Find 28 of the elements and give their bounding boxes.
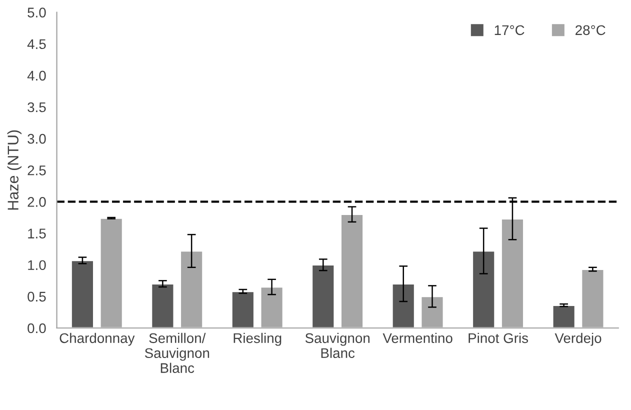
legend-label: 17°C — [494, 25, 524, 36]
y-tick-label: 3.0 — [28, 134, 46, 144]
y-axis-title: Haze (NTU) — [7, 130, 22, 210]
x-tick-label: Chardonnay — [60, 332, 135, 346]
x-tick-label: Sauvignon Blanc — [305, 332, 370, 358]
y-tick-label: 2.5 — [28, 165, 46, 176]
bar — [311, 264, 336, 328]
y-tick-label: 2.0 — [28, 197, 46, 207]
x-tick-label: Pinot Gris — [468, 332, 528, 344]
x-tick-label: Semillon/ Sauvignon Blanc — [144, 332, 210, 373]
bar — [391, 283, 416, 328]
y-tick-label: 0.0 — [28, 323, 46, 334]
bar — [230, 290, 255, 328]
bar — [472, 250, 496, 328]
legend-label: 28°C — [576, 25, 606, 36]
bar — [70, 260, 94, 328]
x-tick-label: Vermentino — [382, 332, 452, 344]
y-tick-label: 1.0 — [28, 260, 46, 270]
y-tick-label: 3.5 — [28, 102, 46, 112]
y-tick-label: 4.5 — [27, 39, 46, 50]
y-tick-label: 0.5 — [28, 292, 46, 302]
x-tick-label: Verdejo — [554, 332, 602, 346]
y-tick-label: 4.0 — [27, 70, 46, 81]
bar — [552, 304, 576, 328]
x-tick-label: Riesling — [234, 332, 282, 346]
y-tick-label: 5.0 — [28, 8, 46, 18]
bar — [150, 283, 175, 328]
y-tick-label: 1.5 — [28, 228, 46, 238]
